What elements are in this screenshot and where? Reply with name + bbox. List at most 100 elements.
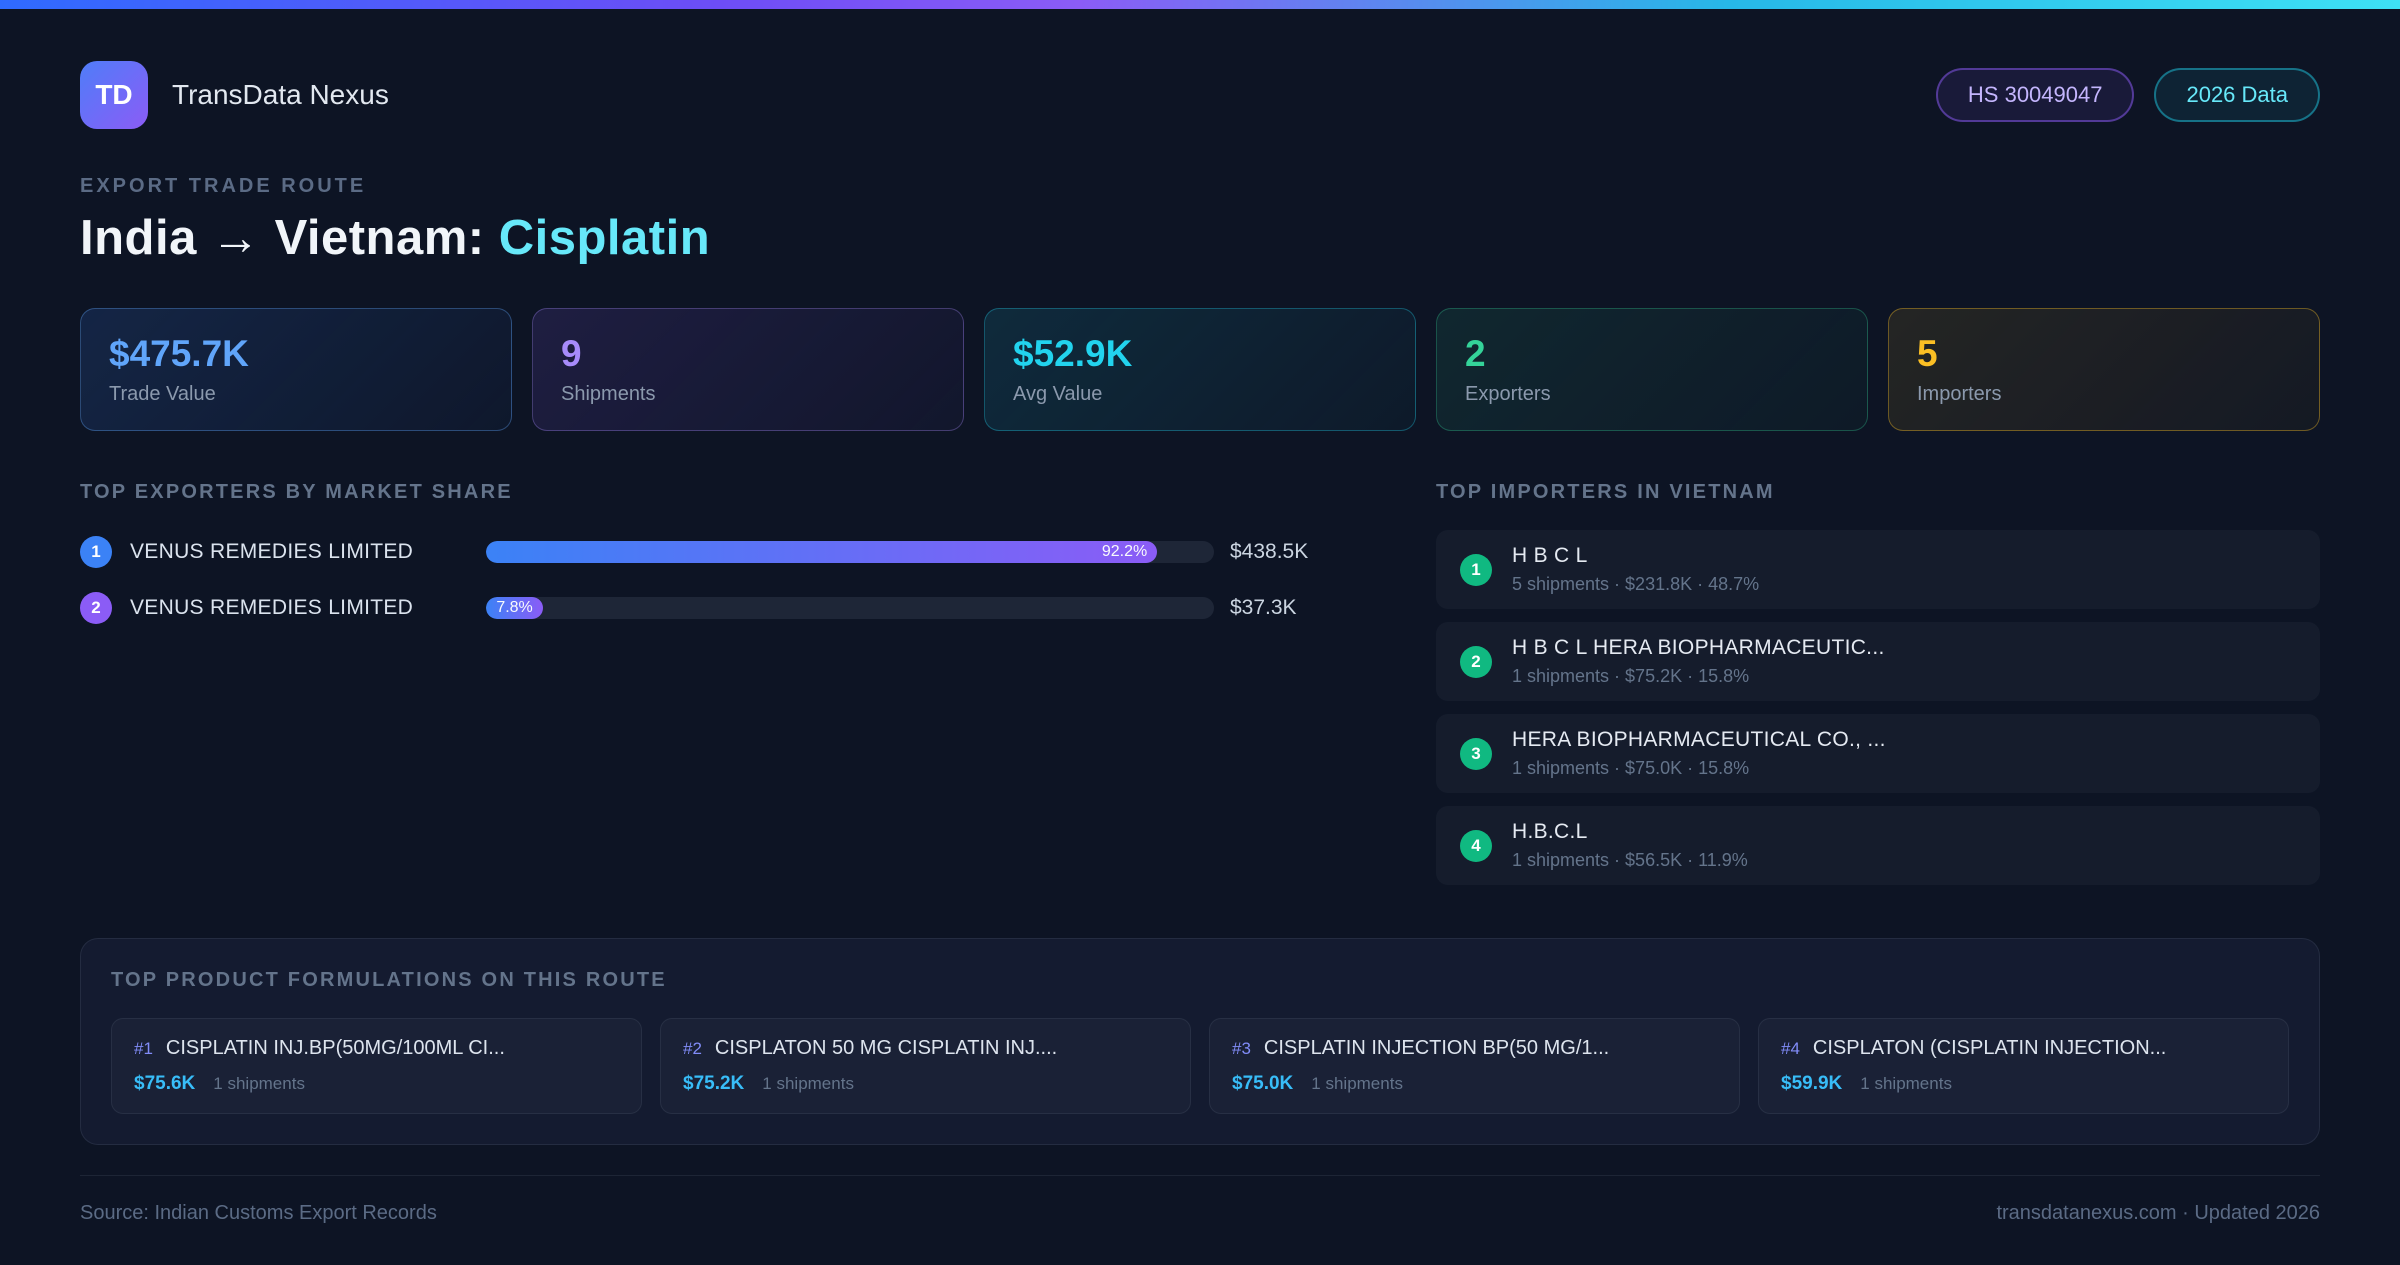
hs-code-badge[interactable]: HS 30049047	[1935, 68, 2135, 122]
formulations-heading: TOP PRODUCT FORMULATIONS ON THIS ROUTE	[111, 969, 667, 991]
formulation-name: CISPLATON 50 MG CISPLATIN INJ....	[714, 1037, 1058, 1059]
stat-card-trade-value: $475.7K Trade Value	[80, 308, 512, 431]
content-area: TD TransData Nexus HS 30049047 2026 Data…	[0, 9, 2400, 1265]
importer-row[interactable]: 4 H.B.C.L 1 shipments · $56.5K · 11.9%	[1436, 806, 2320, 885]
formulation-title-row: #2 CISPLATON 50 MG CISPLATIN INJ....	[683, 1037, 1168, 1060]
formulation-stats-row: $75.0K 1 shipments	[1232, 1073, 1717, 1095]
stat-card-importers: 5 Importers	[1888, 308, 2320, 431]
importer-meta: 1 shipments · $75.0K · 15.8%	[1512, 758, 1750, 778]
formulations-panel: TOP PRODUCT FORMULATIONS ON THIS ROUTE #…	[80, 938, 2320, 1145]
formulation-stats-row: $59.9K 1 shipments	[1781, 1073, 2266, 1095]
exporter-name: VENUS REMEDIES LIMITED	[130, 596, 414, 619]
stat-value: 5	[1917, 333, 1938, 374]
formulation-name: CISPLATIN INJECTION BP(50 MG/1...	[1263, 1037, 1610, 1059]
stat-value: $475.7K	[109, 333, 249, 374]
formulation-title-row: #3 CISPLATIN INJECTION BP(50 MG/1...	[1232, 1037, 1717, 1060]
formulation-value: $75.2K	[683, 1073, 745, 1094]
formulation-value: $59.9K	[1781, 1073, 1843, 1094]
importer-text: HERA BIOPHARMACEUTICAL CO., ... 1 shipme…	[1512, 728, 1886, 779]
stat-card-shipments: 9 Shipments	[532, 308, 964, 431]
importer-name: H B C L HERA BIOPHARMACEUTIC...	[1512, 636, 1885, 659]
formulation-title-row: #1 CISPLATIN INJ.BP(50MG/100ML CI...	[134, 1037, 619, 1060]
market-share-bar-fill: 7.8%	[486, 597, 543, 619]
importer-text: H B C L 5 shipments · $231.8K · 48.7%	[1512, 544, 1759, 595]
rank-badge: 1	[80, 536, 112, 568]
app-logo: TD	[80, 61, 148, 129]
app-header: TD TransData Nexus HS 30049047 2026 Data	[80, 61, 2320, 129]
section-eyebrow: EXPORT TRADE ROUTE	[80, 175, 367, 197]
rank-badge: 2	[80, 592, 112, 624]
formulation-rank: #2	[683, 1039, 702, 1058]
rank-badge: 3	[1460, 737, 1492, 770]
importer-meta: 5 shipments · $231.8K · 48.7%	[1512, 574, 1760, 594]
exporters-list: 1 VENUS REMEDIES LIMITED 92.2% $438.5K 2…	[80, 532, 1360, 628]
route-title-text: India → Vietnam:	[80, 211, 485, 265]
brand: TD TransData Nexus	[80, 61, 389, 129]
importer-meta: 1 shipments · $56.5K · 11.9%	[1512, 850, 1748, 870]
exporters-heading: TOP EXPORTERS BY MARKET SHARE	[80, 481, 513, 503]
formulation-shipments: 1 shipments	[1860, 1074, 1952, 1093]
formulation-title-row: #4 CISPLATON (CISPLATIN INJECTION...	[1781, 1037, 2266, 1060]
market-share-bar-track: 92.2%	[486, 541, 1214, 563]
formulation-stats-row: $75.2K 1 shipments	[683, 1073, 1168, 1095]
exporter-row[interactable]: 2 VENUS REMEDIES LIMITED 7.8% $37.3K	[80, 588, 1360, 628]
header-badges: HS 30049047 2026 Data	[1935, 68, 2320, 122]
exporter-value: $438.5K	[1230, 540, 1309, 563]
importer-row[interactable]: 3 HERA BIOPHARMACEUTICAL CO., ... 1 ship…	[1436, 714, 2320, 793]
stat-value: $52.9K	[1013, 333, 1133, 374]
page-footer: Source: Indian Customs Export Records tr…	[80, 1175, 2320, 1265]
formulation-card[interactable]: #1 CISPLATIN INJ.BP(50MG/100ML CI... $75…	[111, 1018, 642, 1114]
formulations-list: #1 CISPLATIN INJ.BP(50MG/100ML CI... $75…	[111, 1018, 2289, 1114]
rank-badge: 4	[1460, 829, 1492, 862]
importer-row[interactable]: 1 H B C L 5 shipments · $231.8K · 48.7%	[1436, 530, 2320, 609]
footer-site: transdatanexus.com · Updated 2026	[1996, 1202, 2320, 1224]
importer-text: H.B.C.L 1 shipments · $56.5K · 11.9%	[1512, 820, 1748, 871]
formulation-value: $75.6K	[134, 1073, 196, 1094]
importer-name: H.B.C.L	[1512, 820, 1588, 843]
importer-text: H B C L HERA BIOPHARMACEUTIC... 1 shipme…	[1512, 636, 1885, 687]
stat-value: 2	[1465, 333, 1486, 374]
formulation-card[interactable]: #4 CISPLATON (CISPLATIN INJECTION... $59…	[1758, 1018, 2289, 1114]
formulation-value: $75.0K	[1232, 1073, 1294, 1094]
formulation-shipments: 1 shipments	[213, 1074, 305, 1093]
stat-card-avg-value: $52.9K Avg Value	[984, 308, 1416, 431]
importers-heading: TOP IMPORTERS IN VIETNAM	[1436, 481, 1775, 503]
stat-label: Exporters	[1465, 383, 1551, 405]
stat-label: Avg Value	[1013, 383, 1103, 405]
exporter-value: $37.3K	[1230, 596, 1297, 619]
market-share-percent-label: 92.2%	[1101, 543, 1148, 560]
footer-source: Source: Indian Customs Export Records	[80, 1202, 437, 1224]
formulation-card[interactable]: #2 CISPLATON 50 MG CISPLATIN INJ.... $75…	[660, 1018, 1191, 1114]
market-share-percent-label: 7.8%	[496, 599, 533, 616]
formulation-shipments: 1 shipments	[1311, 1074, 1403, 1093]
exporter-row[interactable]: 1 VENUS REMEDIES LIMITED 92.2% $438.5K	[80, 532, 1360, 572]
rank-badge: 1	[1460, 553, 1492, 586]
exporter-name: VENUS REMEDIES LIMITED	[130, 540, 414, 563]
product-title-text: Cisplatin	[498, 211, 711, 265]
stat-label: Importers	[1917, 383, 2002, 405]
importer-meta: 1 shipments · $75.2K · 15.8%	[1512, 666, 1750, 686]
market-share-bar-fill: 92.2%	[486, 541, 1158, 563]
importer-name: H B C L	[1512, 544, 1588, 567]
formulation-rank: #1	[134, 1039, 153, 1058]
market-share-bar-track: 7.8%	[486, 597, 1214, 619]
app-name: TransData Nexus	[172, 79, 389, 110]
stat-value: 9	[561, 333, 582, 374]
data-year-badge[interactable]: 2026 Data	[2154, 68, 2320, 122]
formulation-rank: #3	[1232, 1039, 1251, 1058]
importer-row[interactable]: 2 H B C L HERA BIOPHARMACEUTIC... 1 ship…	[1436, 622, 2320, 701]
formulation-name: CISPLATIN INJ.BP(50MG/100ML CI...	[165, 1037, 505, 1059]
formulation-stats-row: $75.6K 1 shipments	[134, 1073, 619, 1095]
top-exporters-section: TOP EXPORTERS BY MARKET SHARE 1 VENUS RE…	[80, 481, 1360, 644]
importer-name: HERA BIOPHARMACEUTICAL CO., ...	[1512, 728, 1886, 751]
formulation-card[interactable]: #3 CISPLATIN INJECTION BP(50 MG/1... $75…	[1209, 1018, 1740, 1114]
stat-label: Shipments	[561, 383, 656, 405]
top-importers-section: TOP IMPORTERS IN VIETNAM 1 H B C L 5 shi…	[1436, 481, 2320, 898]
formulation-rank: #4	[1781, 1039, 1800, 1058]
main-columns: TOP EXPORTERS BY MARKET SHARE 1 VENUS RE…	[80, 481, 2320, 898]
page-title: India → Vietnam: Cisplatin	[80, 210, 2320, 266]
rank-badge: 2	[1460, 645, 1492, 678]
formulation-shipments: 1 shipments	[762, 1074, 854, 1093]
stat-label: Trade Value	[109, 383, 216, 405]
